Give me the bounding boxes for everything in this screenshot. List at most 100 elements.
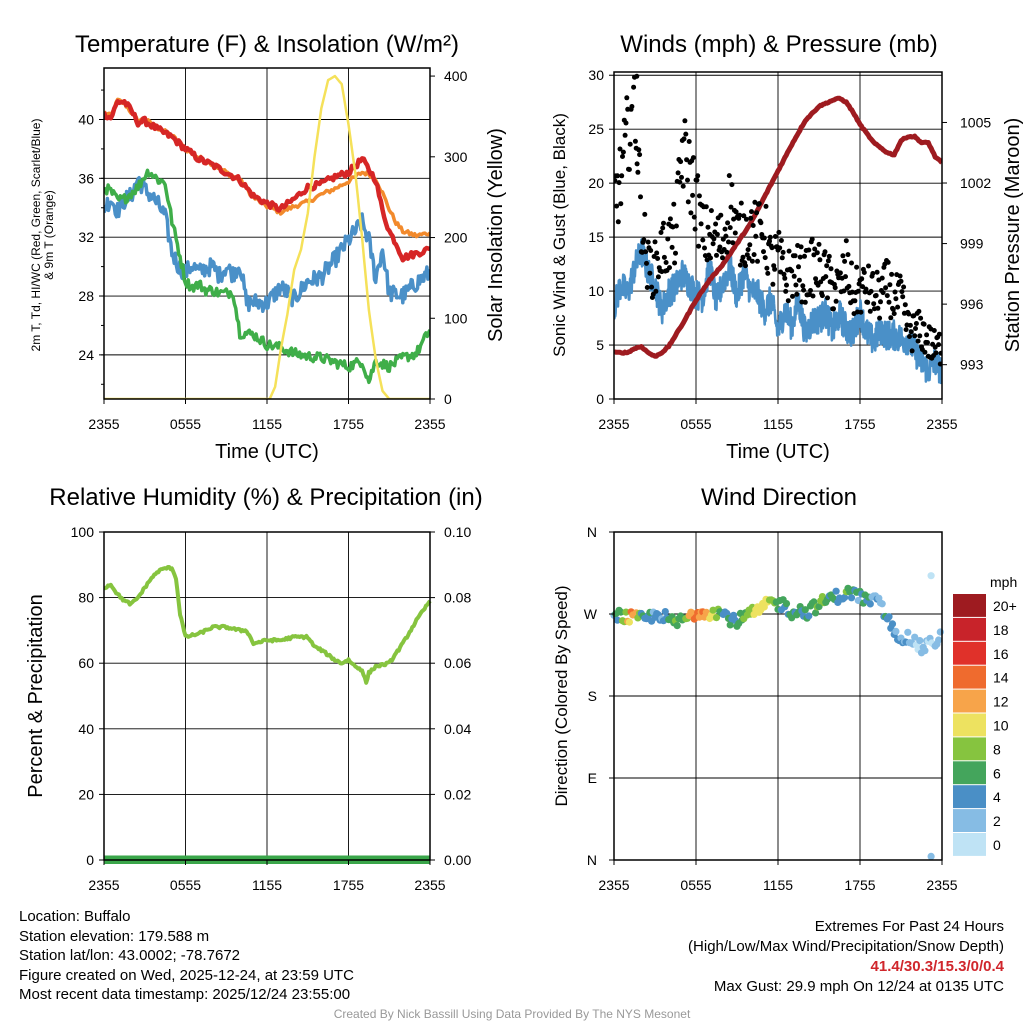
direction-point [847,594,856,602]
gust-point [938,350,942,356]
gust-point [879,275,885,281]
gust-point [677,179,683,185]
gust-point [702,245,707,251]
max-gust-point [634,73,640,79]
gust-point [620,154,625,159]
gust-point [749,209,754,215]
gust-point [649,284,655,290]
gust-point [647,270,653,276]
humidity-x-ticks: 2355 0555 1155 1755 2355 [88,860,446,893]
gust-point [806,247,812,253]
direction-point [782,600,791,608]
gust-point [648,248,654,253]
relative-humidity-line [103,565,432,685]
gust-point [841,288,847,294]
gust-point [790,293,795,299]
gust-point [780,249,786,255]
speed-color-legend: 20+ 18 16 14 12 10 8 6 4 2 0 [953,594,1017,856]
y2-tick-label: 0.00 [444,852,471,868]
x-tick-label: 2355 [88,877,119,893]
y-tick-label: 10 [588,283,604,299]
gust-point [913,326,918,331]
direction-point [673,622,681,630]
gust-point [796,277,802,283]
gust-point [866,263,871,269]
y-tick-label: 0 [596,391,604,407]
gust-point [891,311,897,317]
max-gust-text: Max Gust: 29.9 mph On 12/24 at 0135 UTC [713,978,1004,995]
gust-point [825,258,831,264]
x-tick-label: 1755 [333,877,364,893]
gust-point [645,239,651,245]
direction-tick-label: N [587,852,597,868]
gust-point [792,253,798,259]
temperature-left-axis-label-line2: & 9m T (Orange) [42,190,56,280]
gust-point [663,260,669,265]
gust-point [763,203,769,209]
gust-point [813,276,819,282]
gust-point [617,146,623,152]
gust-point [770,281,776,287]
gust-point [779,255,785,261]
gust-point [892,289,898,295]
y2-tick-label: 300 [444,149,468,165]
y2-tick-label: 993 [960,357,984,373]
legend-swatch [953,617,986,641]
gust-point [936,342,942,348]
gust-point [688,210,694,216]
gust-point [782,275,788,281]
direction-point [927,572,935,580]
y2-tick-label: 0 [444,391,452,407]
gust-point [916,308,922,314]
gust-point [883,285,889,291]
direction-point [936,628,944,636]
gust-point [784,282,789,288]
legend-label: 6 [993,765,1001,781]
gust-point [652,239,658,245]
temperature-panel: 2355 0555 1155 1755 2355 24 28 32 36 40 0 100 200 3… [29,67,507,463]
gust-point [800,283,806,289]
gust-point [785,298,791,304]
gust-point [867,308,873,314]
gust-point [823,274,829,280]
gust-point [791,273,797,279]
winds-panel: 2355 0555 1155 1755 2355 0 5 10 15 20 25 30 993 996… [550,67,1024,463]
y2-tick-label: 1002 [960,175,991,191]
solar-insolation-yellow-line [104,74,430,399]
y2-tick-label: 100 [444,310,468,326]
gust-point [724,249,730,255]
gust-point [846,283,852,289]
gust-point [761,235,767,241]
gust-point [762,255,768,261]
gust-point [637,152,643,158]
gust-point [638,194,643,200]
gust-point [767,234,773,240]
x-tick-label: 2355 [414,877,445,893]
gust-point [749,258,755,264]
y-tick-label: 20 [588,175,604,191]
gust-point [717,244,723,250]
wind-series [614,73,942,385]
gust-point [691,214,697,220]
gust-point [868,288,874,294]
direction-tick-label: S [588,688,597,704]
figure-created-text: Figure created on Wed, 2025-12-24, at 23… [19,966,354,984]
gust-point [822,249,828,255]
gust-point [710,241,716,247]
winds-x-axis-label: Time (UTC) [726,441,830,463]
gust-point [871,301,877,307]
latlon-text: Station lat/lon: 43.0002; -78.7672 [19,947,241,964]
gust-point [667,265,672,271]
direction-tick-label: N [587,524,597,540]
legend-label: 8 [993,741,1001,757]
gust-point [888,315,894,321]
direction-point [866,600,874,608]
y-tick-label: 30 [588,67,604,83]
direction-point [712,614,721,622]
gust-point [711,236,717,242]
gust-point [880,290,886,296]
gust-point [893,296,899,302]
y-tick-label: 100 [71,524,95,540]
legend-swatch [953,737,986,761]
